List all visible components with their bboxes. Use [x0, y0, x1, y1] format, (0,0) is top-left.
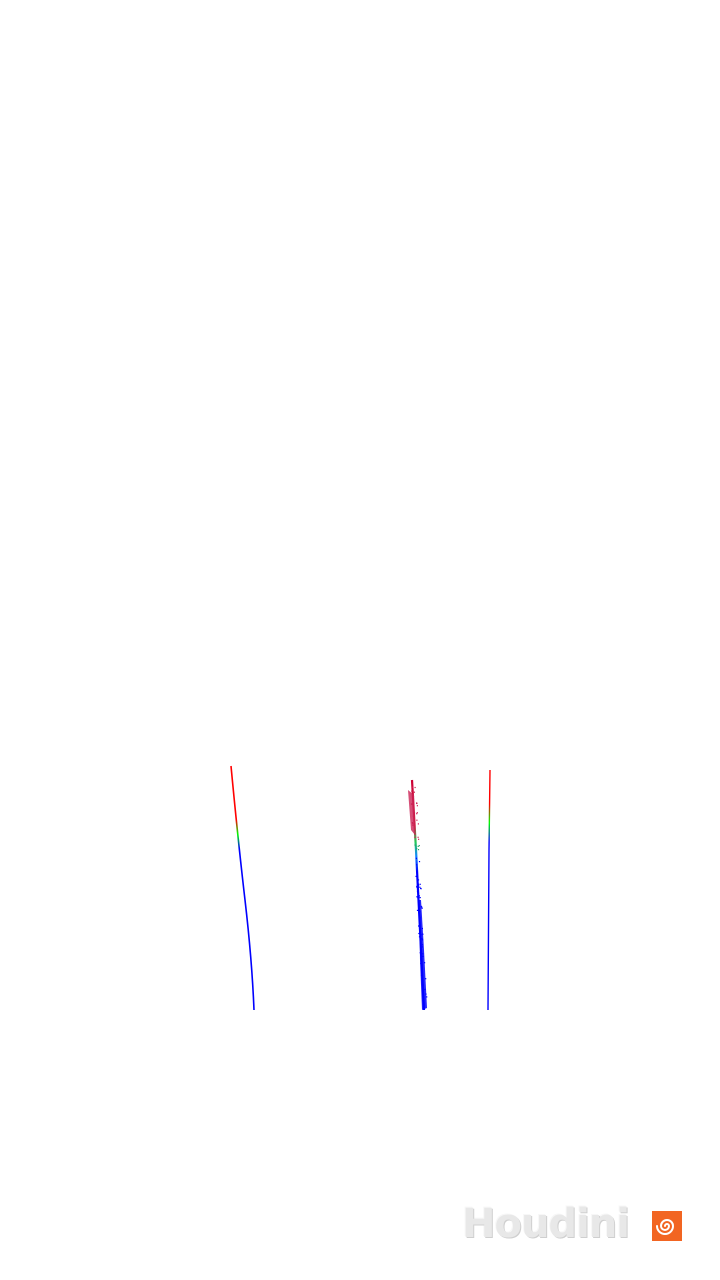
particle-speckle: [419, 883, 421, 885]
particle-speckle: [418, 884, 420, 886]
particle-speckle: [422, 953, 424, 955]
particle-speckle: [417, 879, 420, 881]
particle-speckle: [421, 938, 423, 940]
particle-speckle: [416, 885, 418, 887]
particle-speckle: [418, 838, 420, 840]
particle-speckle: [412, 811, 414, 813]
particle-speckle: [419, 897, 421, 899]
particle-speckle: [421, 907, 423, 909]
particle-speckle: [417, 823, 419, 825]
particle-speckle: [420, 962, 422, 965]
particle-speckle: [422, 1000, 424, 1002]
particle-speckle: [417, 883, 419, 886]
middle-strand: [408, 779, 428, 1011]
particle-speckle: [418, 895, 420, 897]
particle-speckle: [413, 791, 415, 793]
particle-speckle: [416, 896, 418, 898]
particle-speckle: [416, 886, 418, 888]
particle-speckle: [425, 978, 427, 980]
particle-speckle: [422, 986, 424, 988]
particle-speckle: [418, 932, 420, 935]
particle-speckle: [411, 822, 413, 824]
particle-speckle: [416, 819, 418, 821]
particle-speckle: [415, 875, 417, 877]
particle-speckle: [417, 845, 419, 847]
left-strand: [230, 765, 255, 1011]
particle-speckle: [419, 920, 421, 922]
particle-speckle: [414, 833, 416, 835]
particle-speckle: [421, 946, 423, 948]
particle-speckle: [417, 892, 420, 894]
particle-speckle: [421, 927, 423, 930]
particle-speckle: [414, 844, 416, 846]
particle-speckle: [418, 845, 420, 847]
houdini-swirl-icon: [652, 1211, 682, 1241]
particle-speckle: [419, 911, 421, 913]
particle-speckle: [416, 847, 418, 850]
particle-speckle: [423, 999, 425, 1002]
particle-speckle: [417, 849, 420, 851]
particle-speckle: [415, 857, 417, 859]
particle-speckle: [420, 888, 422, 890]
particle-speckle: [422, 984, 424, 986]
particle-speckle: [412, 799, 414, 801]
particle-speckle: [420, 934, 422, 936]
particle-speckle: [420, 905, 422, 907]
right-strand: [487, 769, 491, 1011]
particle-speckle: [416, 805, 418, 807]
particle-speckle: [424, 988, 426, 991]
particle-speckle: [413, 812, 416, 814]
particle-speckle: [424, 962, 426, 964]
particle-speckle: [421, 906, 423, 908]
particle-speckle: [412, 815, 414, 817]
particle-speckle: [420, 974, 423, 976]
particle-speckle: [411, 803, 413, 805]
particle-speckle: [422, 955, 424, 957]
particle-speckle: [416, 802, 418, 804]
particle-speckle: [419, 886, 421, 888]
particle-speckle: [419, 917, 421, 919]
middle-strand-speckles: [410, 786, 428, 1002]
particle-speckle: [416, 812, 418, 814]
particle-speckle: [416, 813, 418, 815]
particle-speckle: [417, 886, 419, 888]
particle-speckle: [411, 790, 413, 792]
particle-speckle: [416, 864, 418, 866]
particle-speckle: [426, 996, 428, 998]
particle-speckle: [413, 826, 416, 829]
particle-speckle: [415, 845, 417, 847]
particle-speckle: [425, 993, 427, 995]
particle-speckle: [419, 952, 421, 954]
particle-speckle: [412, 824, 414, 826]
particle-speckle: [412, 795, 415, 797]
particle-speckle: [418, 903, 420, 905]
particle-speckle: [417, 897, 419, 899]
particle-speckle: [412, 786, 414, 788]
particle-speckle: [414, 836, 416, 838]
particle-speckle: [418, 925, 420, 927]
particle-speckle: [416, 890, 419, 893]
watermark-text: Houdini: [462, 1201, 630, 1247]
particle-speckle: [419, 936, 421, 938]
particle-speckle: [418, 908, 420, 910]
houdini-watermark: Houdini: [462, 1200, 684, 1248]
particle-speckle: [416, 909, 419, 911]
particle-speckle: [422, 944, 424, 946]
particle-speckle: [418, 861, 421, 863]
particle-speckle: [422, 939, 424, 941]
particle-speckle: [414, 786, 416, 789]
particle-speckle: [412, 823, 414, 825]
particle-speckle: [417, 836, 419, 838]
particle-speckle: [422, 933, 424, 935]
